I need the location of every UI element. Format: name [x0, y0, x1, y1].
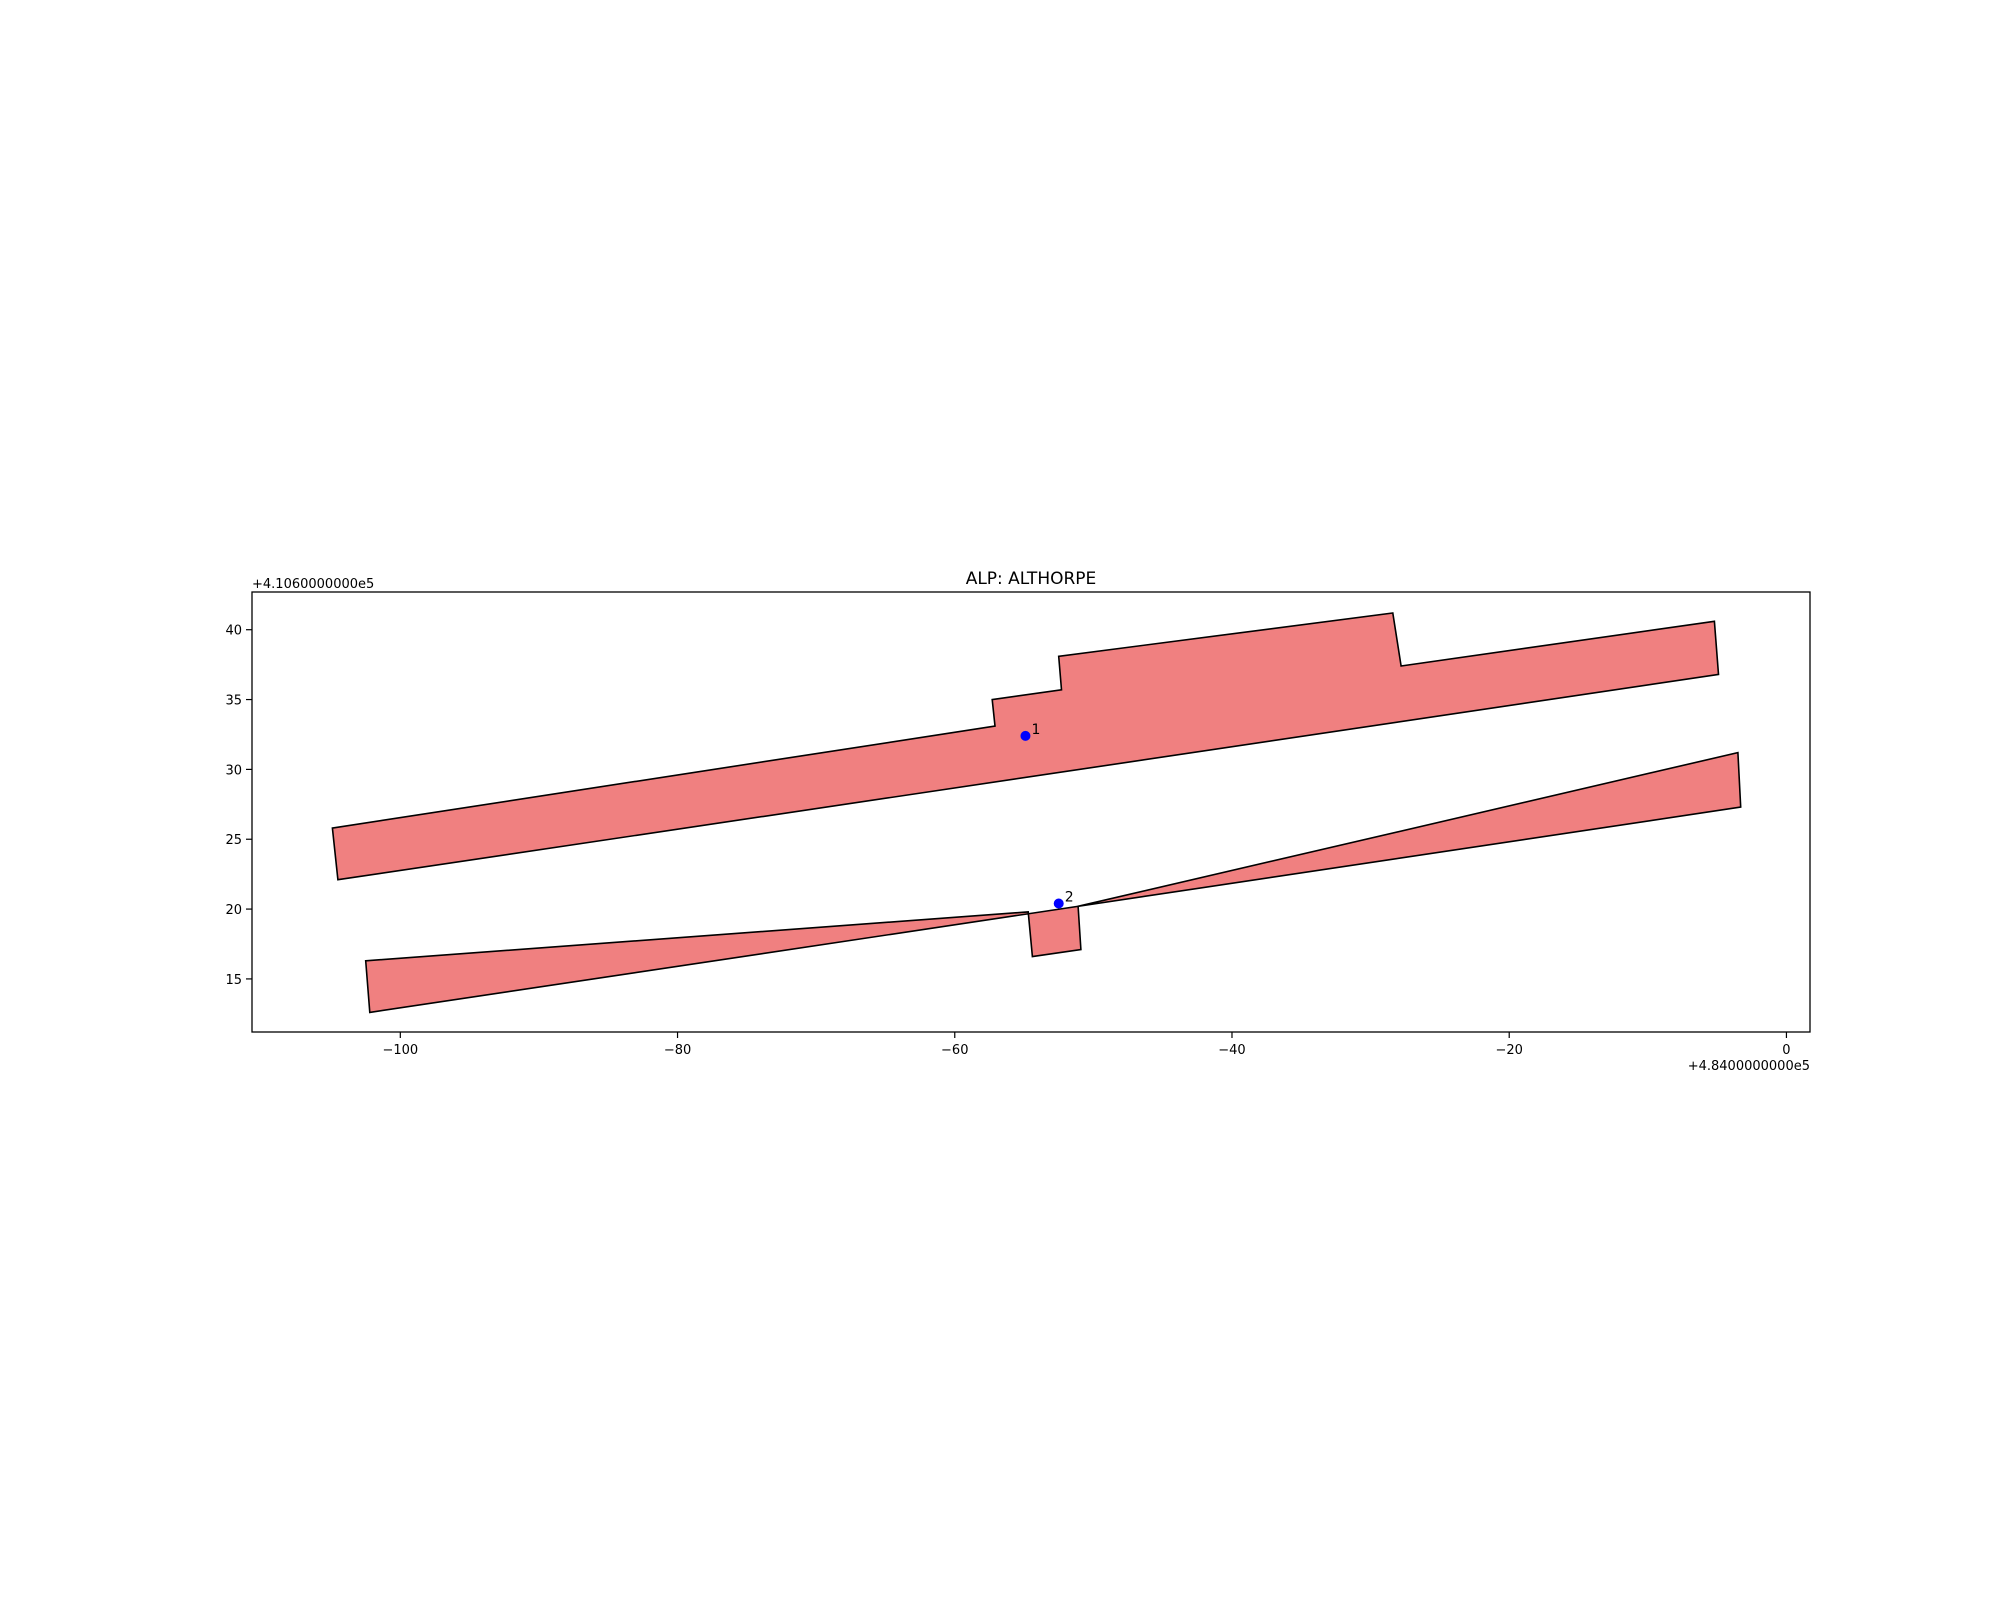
x-tick-label: −20 — [1495, 1043, 1522, 1058]
point-marker-1 — [1020, 730, 1031, 741]
parcel-polygon-2 — [364, 751, 1742, 1014]
x-tick-label: 0 — [1782, 1043, 1790, 1058]
y-tick-label: 40 — [225, 624, 242, 639]
axes-frame — [251, 591, 1811, 1033]
y-tick-label: 15 — [225, 973, 242, 988]
x-tick-label: −80 — [664, 1043, 691, 1058]
point-label-2: 2 — [1065, 889, 1074, 905]
plot-area: 12 — [331, 612, 1742, 1014]
chart-title: ALP: ALTHORPE — [966, 569, 1097, 589]
axis-ticks: −100 −80 −60 −40 −20 0 15 20 25 30 35 40 — [225, 624, 1790, 1058]
parcel-polygon-1 — [331, 612, 1720, 881]
y-tick-label: 20 — [225, 903, 242, 918]
x-tick-label: −60 — [941, 1043, 968, 1058]
x-tick-label: −100 — [382, 1043, 418, 1058]
y-tick-label: 35 — [225, 694, 242, 709]
x-tick-label: −40 — [1218, 1043, 1245, 1058]
x-offset-label: +4.8400000000e5 — [1688, 1059, 1810, 1074]
point-marker-2 — [1053, 898, 1064, 909]
y-tick-label: 30 — [225, 763, 242, 778]
y-tick-label: 25 — [225, 833, 242, 848]
point-label-1: 1 — [1031, 722, 1040, 738]
y-offset-label: +4.1060000000e5 — [252, 577, 374, 592]
